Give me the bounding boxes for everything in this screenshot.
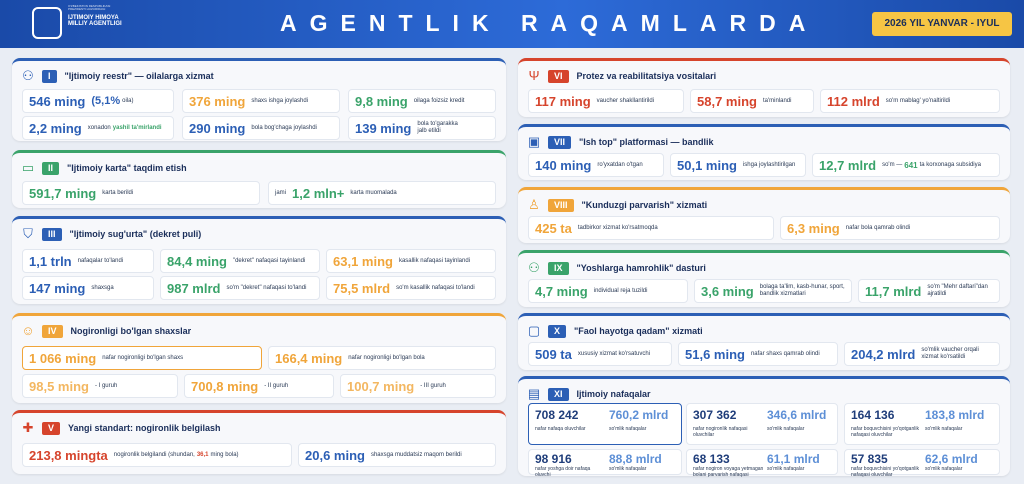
stat-item: 546 ming (5,1% oila) (22, 89, 174, 113)
youth-icon: ⚇ (528, 260, 540, 275)
stat-item: jami 1,2 mln+ karta muomalada (268, 181, 496, 205)
stat-item: 987 mlrd so'm "dekret" nafaqasi to'landi (160, 276, 320, 300)
stat-item: 84,4 ming "dekret" nafaqasi tayinlandi (160, 249, 320, 273)
briefcase-icon: ▣ (527, 134, 541, 149)
agency-logo: O'ZBEKISTON RESPUBLIKASI PREZIDENTI HUZU… (32, 5, 122, 43)
card-ijtimoiy-karta: ▭ II "Ijtimoiy karta" taqdim etish 591,7 m… (12, 150, 506, 208)
stat-item: 139 ming bola to'garakka jalb etildi (348, 116, 496, 140)
benefit-item: 98 916 nafar yoshga doir nafaqa oluvchi 88… (528, 449, 682, 478)
child-icon: ♙ (528, 197, 540, 212)
card-icon: ▭ (21, 160, 35, 175)
stat-item: 75,5 mlrd so'm kasallik nafaqasi to'landi (326, 276, 496, 300)
benefit-item: 307 362 nafar nogironlik nafaqasi oluvchi… (686, 403, 838, 445)
stat-item: 2,2 ming xonadon yashil ta'mirlandi (22, 116, 174, 140)
benefit-item: 68 133 nafar nogiron voyaga yetmagan bola… (686, 449, 838, 478)
stat-item: 376 ming shaxs ishga joylashdi (182, 89, 340, 113)
page-title: AGENTLIK RAQAMLARDA (280, 10, 819, 36)
stat-item: 166,4 ming nafar nogironligi bo'lgan bola (268, 346, 496, 370)
section-title: Nogironligi bo'lgan shaxslar (70, 326, 192, 336)
prosthesis-icon: Ψ (528, 68, 540, 83)
logo-subtitle: O'ZBEKISTON RESPUBLIKASI PREZIDENTI HUZU… (68, 4, 111, 11)
stat-item: 213,8 mingta nogironlik belgilandi (shund… (22, 443, 292, 467)
section-title: "Ijtimoiy reestr" — oilalarga xizmat (64, 71, 214, 81)
stat-item: 12,7 mlrd so'm —641 ta korxonaga subsidiya (812, 153, 1000, 177)
header: O'ZBEKISTON RESPUBLIKASI PREZIDENTI HUZU… (0, 0, 1024, 48)
card-kunduzgi-parvarish: ♙ VIII "Kunduzgi parvarish" xizmati 425 ta… (518, 187, 1010, 243)
family-icon: ⚇ (22, 68, 34, 83)
stat-item: 100,7 ming - III guruh (340, 374, 496, 398)
stat-item: 58,7 ming ta'minlandi (690, 89, 814, 113)
stat-item: 509 ta xususiy xizmat ko'rsatuvchi (528, 342, 672, 366)
stat-item: 591,7 ming karta berildi (22, 181, 260, 205)
stat-item: 425 ta tadbirkor xizmat ko'rsatmoqda (528, 216, 774, 240)
stat-item: 50,1 ming ishga joylashtirilgan (670, 153, 806, 177)
section-title: Protez va reabilitatsiya vositalari (576, 71, 717, 81)
stat-item: 63,1 ming kasallik nafaqasi tayinlandi (326, 249, 496, 273)
stat-item: 6,3 ming nafar bola qamrab olindi (780, 216, 1000, 240)
person-circle-icon: ☺ (21, 323, 35, 338)
section-number: VIII (548, 198, 574, 212)
benefit-item: 164 136 nafar boquvchisini yo'qotganlik n… (844, 403, 1000, 445)
card-yangi-standart: ✚ V Yangi standart: nogironlik belgilash 2… (12, 410, 506, 474)
stat-item: 112 mlrd so'm mablag' yo'naltirildi (820, 89, 1000, 113)
stat-item: 290 ming bola bog'chaga joylashdi (182, 116, 340, 140)
benefit-item: 57 835 nafar boquvchisini yo'qotganlik na… (844, 449, 1000, 478)
stat-item: 9,8 ming oilaga foizsiz kredit (348, 89, 496, 113)
stat-item: 204,2 mlrd so'mlik vaucher orqali xizmat … (844, 342, 1000, 366)
section-number: IX (548, 261, 569, 275)
stat-item: 3,6 ming bolaga ta'lim, kasb-hunar, sport… (694, 279, 852, 303)
stat-item: 147 ming shaxsga (22, 276, 154, 300)
period-badge: 2026 YIL YANVAR - IYUL (872, 12, 1012, 36)
card-ish-top: ▣ VII "Ish top" platformasi — bandlik 140 … (518, 124, 1010, 180)
section-number: X (548, 324, 567, 338)
id-card-icon: ▤ (527, 386, 541, 401)
card-ijtimoiy-sugurta: ⛉ III "Ijtimoiy sug'urta" (dekret puli) 1,… (12, 216, 506, 304)
section-number: V (42, 421, 61, 435)
benefit-item: 708 242 nafar nafaqa oluvchilar 760,2 mlrd… (528, 403, 682, 445)
stat-item: 140 ming ro'yxatdan o'tgan (528, 153, 664, 177)
stat-item: 4,7 ming individual reja tuzildi (528, 279, 688, 303)
section-title: "Faol hayotga qadam" xizmati (574, 326, 703, 336)
card-ijtimoiy-nafaqalar: ▤ XI Ijtimoiy nafaqalar 708 242 nafar nafaq… (518, 376, 1010, 478)
card-yoshlarga-hamrohlik: ⚇ IX "Yoshlarga hamrohlik" dasturi 4,7 min… (518, 250, 1010, 307)
section-number: II (42, 161, 60, 175)
section-title: "Kunduzgi parvarish" xizmati (581, 200, 708, 210)
card-protez: Ψ VI Protez va reabilitatsiya vositalari 1… (518, 58, 1010, 117)
card-nogironligi: ☺ IV Nogironligi bo'lgan shaxslar 1 066 mi… (12, 313, 506, 403)
stat-item: 98,5 ming - I guruh (22, 374, 178, 398)
stat-item: 51,6 ming nafar shaxs qamrab olindi (678, 342, 838, 366)
stat-item: 1 066 ming nafar nogironligi bo'lgan shax… (22, 346, 262, 370)
card-faol-hayot: ▢ X "Faol hayotga qadam" xizmati 509 ta xus… (518, 313, 1010, 370)
shield-logo-icon (32, 7, 62, 39)
section-number: IV (42, 324, 63, 338)
stat-item: 20,6 ming shaxsga muddatsiz maqom berildi (298, 443, 496, 467)
stat-item: 1,1 trln nafaqalar to'landi (22, 249, 154, 273)
section-number: VI (548, 69, 569, 83)
card-ijtimoiy-reestr: ⚇ I "Ijtimoiy reestr" — oilalarga xizmat 5… (12, 58, 506, 141)
section-title: Yangi standart: nogironlik belgilash (68, 423, 221, 433)
section-number: I (42, 69, 57, 83)
section-number: VII (548, 135, 572, 149)
section-title: "Yoshlarga hamrohlik" dasturi (576, 263, 706, 273)
section-title: "Ish top" platformasi — bandlik (579, 137, 714, 147)
stat-item: 11,7 mlrd so'm "Mehr daftari"dan ajratild… (858, 279, 1000, 303)
stat-item: 117 ming vaucher shakllantirildi (528, 89, 684, 113)
medical-kit-icon: ✚ (22, 420, 34, 435)
shield-icon: ⛉ (23, 226, 33, 241)
section-title: Ijtimoiy nafaqalar (576, 389, 651, 399)
logo-name: IJTIMOIY HIMOYA MILLIY AGENTLIGI (68, 15, 122, 27)
section-title: "Ijtimoiy karta" taqdim etish (67, 163, 187, 173)
section-title: "Ijtimoiy sug'urta" (dekret puli) (69, 229, 202, 239)
section-number: III (42, 227, 62, 241)
person-frame-icon: ▢ (527, 323, 541, 338)
stat-item: 700,8 ming - II guruh (184, 374, 334, 398)
section-number: XI (548, 387, 569, 401)
